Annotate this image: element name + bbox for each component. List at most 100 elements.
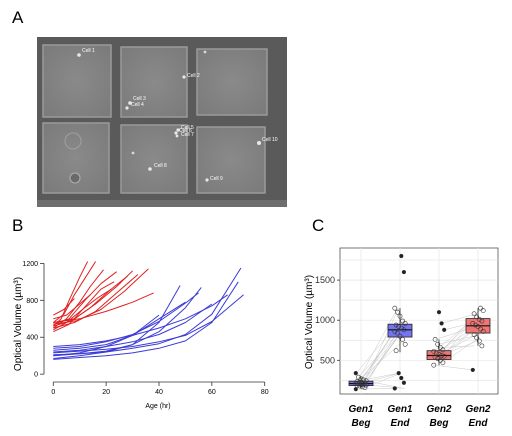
microwell bbox=[120, 46, 188, 118]
data-point bbox=[395, 330, 400, 336]
data-point bbox=[393, 322, 399, 328]
x-axis-label: Age (hr) bbox=[145, 403, 170, 410]
cell-marker bbox=[205, 178, 209, 182]
outlier-point bbox=[439, 321, 444, 326]
outlier-point bbox=[401, 269, 406, 275]
panel-label-c: C bbox=[312, 216, 325, 235]
data-point bbox=[356, 374, 361, 380]
y-tick-label: 1500 bbox=[315, 275, 335, 285]
data-point bbox=[474, 314, 480, 320]
pairing-line bbox=[363, 372, 399, 381]
growth-curve-gen2 bbox=[53, 269, 104, 329]
microwell bbox=[42, 44, 112, 118]
outlier-point bbox=[436, 310, 442, 315]
data-point bbox=[392, 329, 398, 334]
growth-curve-gen2 bbox=[53, 274, 139, 329]
pairing-line bbox=[442, 310, 480, 351]
data-point bbox=[471, 332, 477, 338]
cell-marker bbox=[174, 131, 178, 135]
cell-marker bbox=[125, 106, 129, 110]
y-tick-label: 400 bbox=[26, 335, 38, 342]
x-category-label: End bbox=[391, 418, 411, 429]
pairing-line bbox=[437, 334, 481, 345]
x-category-label: Gen1 bbox=[387, 404, 412, 415]
data-point bbox=[436, 351, 442, 357]
data-point bbox=[363, 378, 369, 384]
x-tick-label: 60 bbox=[208, 389, 216, 396]
growth-line-chart: 0 400 800 1200 0 20 40 60 80 Optical Volume (µm³… bbox=[13, 261, 269, 410]
x-tick-label: 80 bbox=[261, 389, 269, 396]
data-point bbox=[358, 376, 364, 382]
pairing-line bbox=[358, 331, 401, 378]
data-point bbox=[361, 377, 366, 383]
y-tick-label: 1200 bbox=[22, 261, 38, 268]
x-tick-label: 20 bbox=[102, 389, 110, 396]
growth-curve-gen1 bbox=[53, 294, 228, 347]
pairing-line bbox=[440, 345, 475, 348]
x-category-label: Gen1 bbox=[348, 404, 373, 415]
cell-marker bbox=[176, 128, 180, 132]
data-point bbox=[435, 356, 441, 362]
growth-curve-gen2 bbox=[53, 288, 112, 331]
microwell bbox=[196, 126, 266, 194]
box bbox=[387, 323, 413, 338]
data-point bbox=[396, 324, 402, 330]
data-point bbox=[362, 380, 368, 386]
data-point bbox=[437, 345, 443, 350]
volume-box-plot: 500 1000 1500 Optical Volume (µm³) Gen1 Beg… bbox=[304, 247, 499, 429]
data-point bbox=[397, 313, 403, 319]
data-point bbox=[476, 338, 482, 344]
cell-marker bbox=[128, 101, 132, 105]
cell-label: Cell 6 bbox=[179, 128, 192, 134]
data-point bbox=[475, 324, 481, 330]
cell-label: Cell 9 bbox=[210, 176, 223, 182]
panel-label-a: A bbox=[12, 8, 24, 27]
growth-curve-gen1 bbox=[53, 292, 199, 349]
y-axis-label: Optical Volume (µm³) bbox=[13, 277, 24, 371]
data-point bbox=[480, 329, 486, 334]
cell-marker bbox=[175, 134, 179, 138]
x-tick-label: 0 bbox=[51, 389, 55, 396]
outlier-point bbox=[399, 375, 404, 381]
cell-label: Cell 8 bbox=[154, 163, 167, 169]
data-point bbox=[479, 318, 485, 324]
data-point bbox=[439, 353, 444, 358]
data-point bbox=[441, 353, 447, 359]
data-point bbox=[440, 360, 446, 366]
data-point bbox=[471, 311, 477, 317]
data-point bbox=[440, 347, 446, 353]
data-point bbox=[431, 362, 437, 368]
growth-curve-gen1 bbox=[53, 294, 244, 354]
outlier-point bbox=[401, 380, 406, 385]
data-point bbox=[393, 348, 399, 354]
y-tick-label: 800 bbox=[26, 298, 38, 305]
y-tick-label: 500 bbox=[320, 355, 335, 365]
data-point bbox=[437, 357, 443, 363]
outlier-point bbox=[399, 253, 404, 259]
pairing-line bbox=[441, 313, 477, 324]
growth-curve-gen1 bbox=[53, 281, 239, 360]
cell-marker bbox=[257, 141, 261, 145]
pairing-line bbox=[363, 308, 400, 385]
data-point bbox=[480, 308, 486, 313]
micrograph-image: Cell 1 Cell 2 Cell 3 Cell 4 Cell 5 Cell … bbox=[37, 37, 287, 207]
data-point bbox=[401, 327, 407, 333]
outlier-point bbox=[442, 327, 447, 332]
y-tick-label: 1000 bbox=[315, 315, 335, 325]
data-point bbox=[354, 379, 360, 384]
pairing-line bbox=[364, 331, 402, 384]
pairing-line bbox=[360, 339, 405, 379]
cell-marker bbox=[77, 53, 81, 57]
growth-curve-gen1 bbox=[53, 301, 186, 351]
data-point bbox=[474, 335, 480, 341]
cell-label: Cell 4 bbox=[131, 102, 144, 108]
y-tick-label: 0 bbox=[34, 372, 38, 379]
data-point bbox=[478, 326, 483, 332]
data-point bbox=[397, 333, 403, 339]
data-point bbox=[431, 349, 437, 354]
cell-label: Cell 3 bbox=[133, 96, 146, 102]
x-category-label: Beg bbox=[430, 418, 449, 429]
data-point bbox=[392, 305, 398, 311]
pairing-line bbox=[357, 308, 398, 382]
cell-label: Cell 2 bbox=[187, 73, 200, 79]
